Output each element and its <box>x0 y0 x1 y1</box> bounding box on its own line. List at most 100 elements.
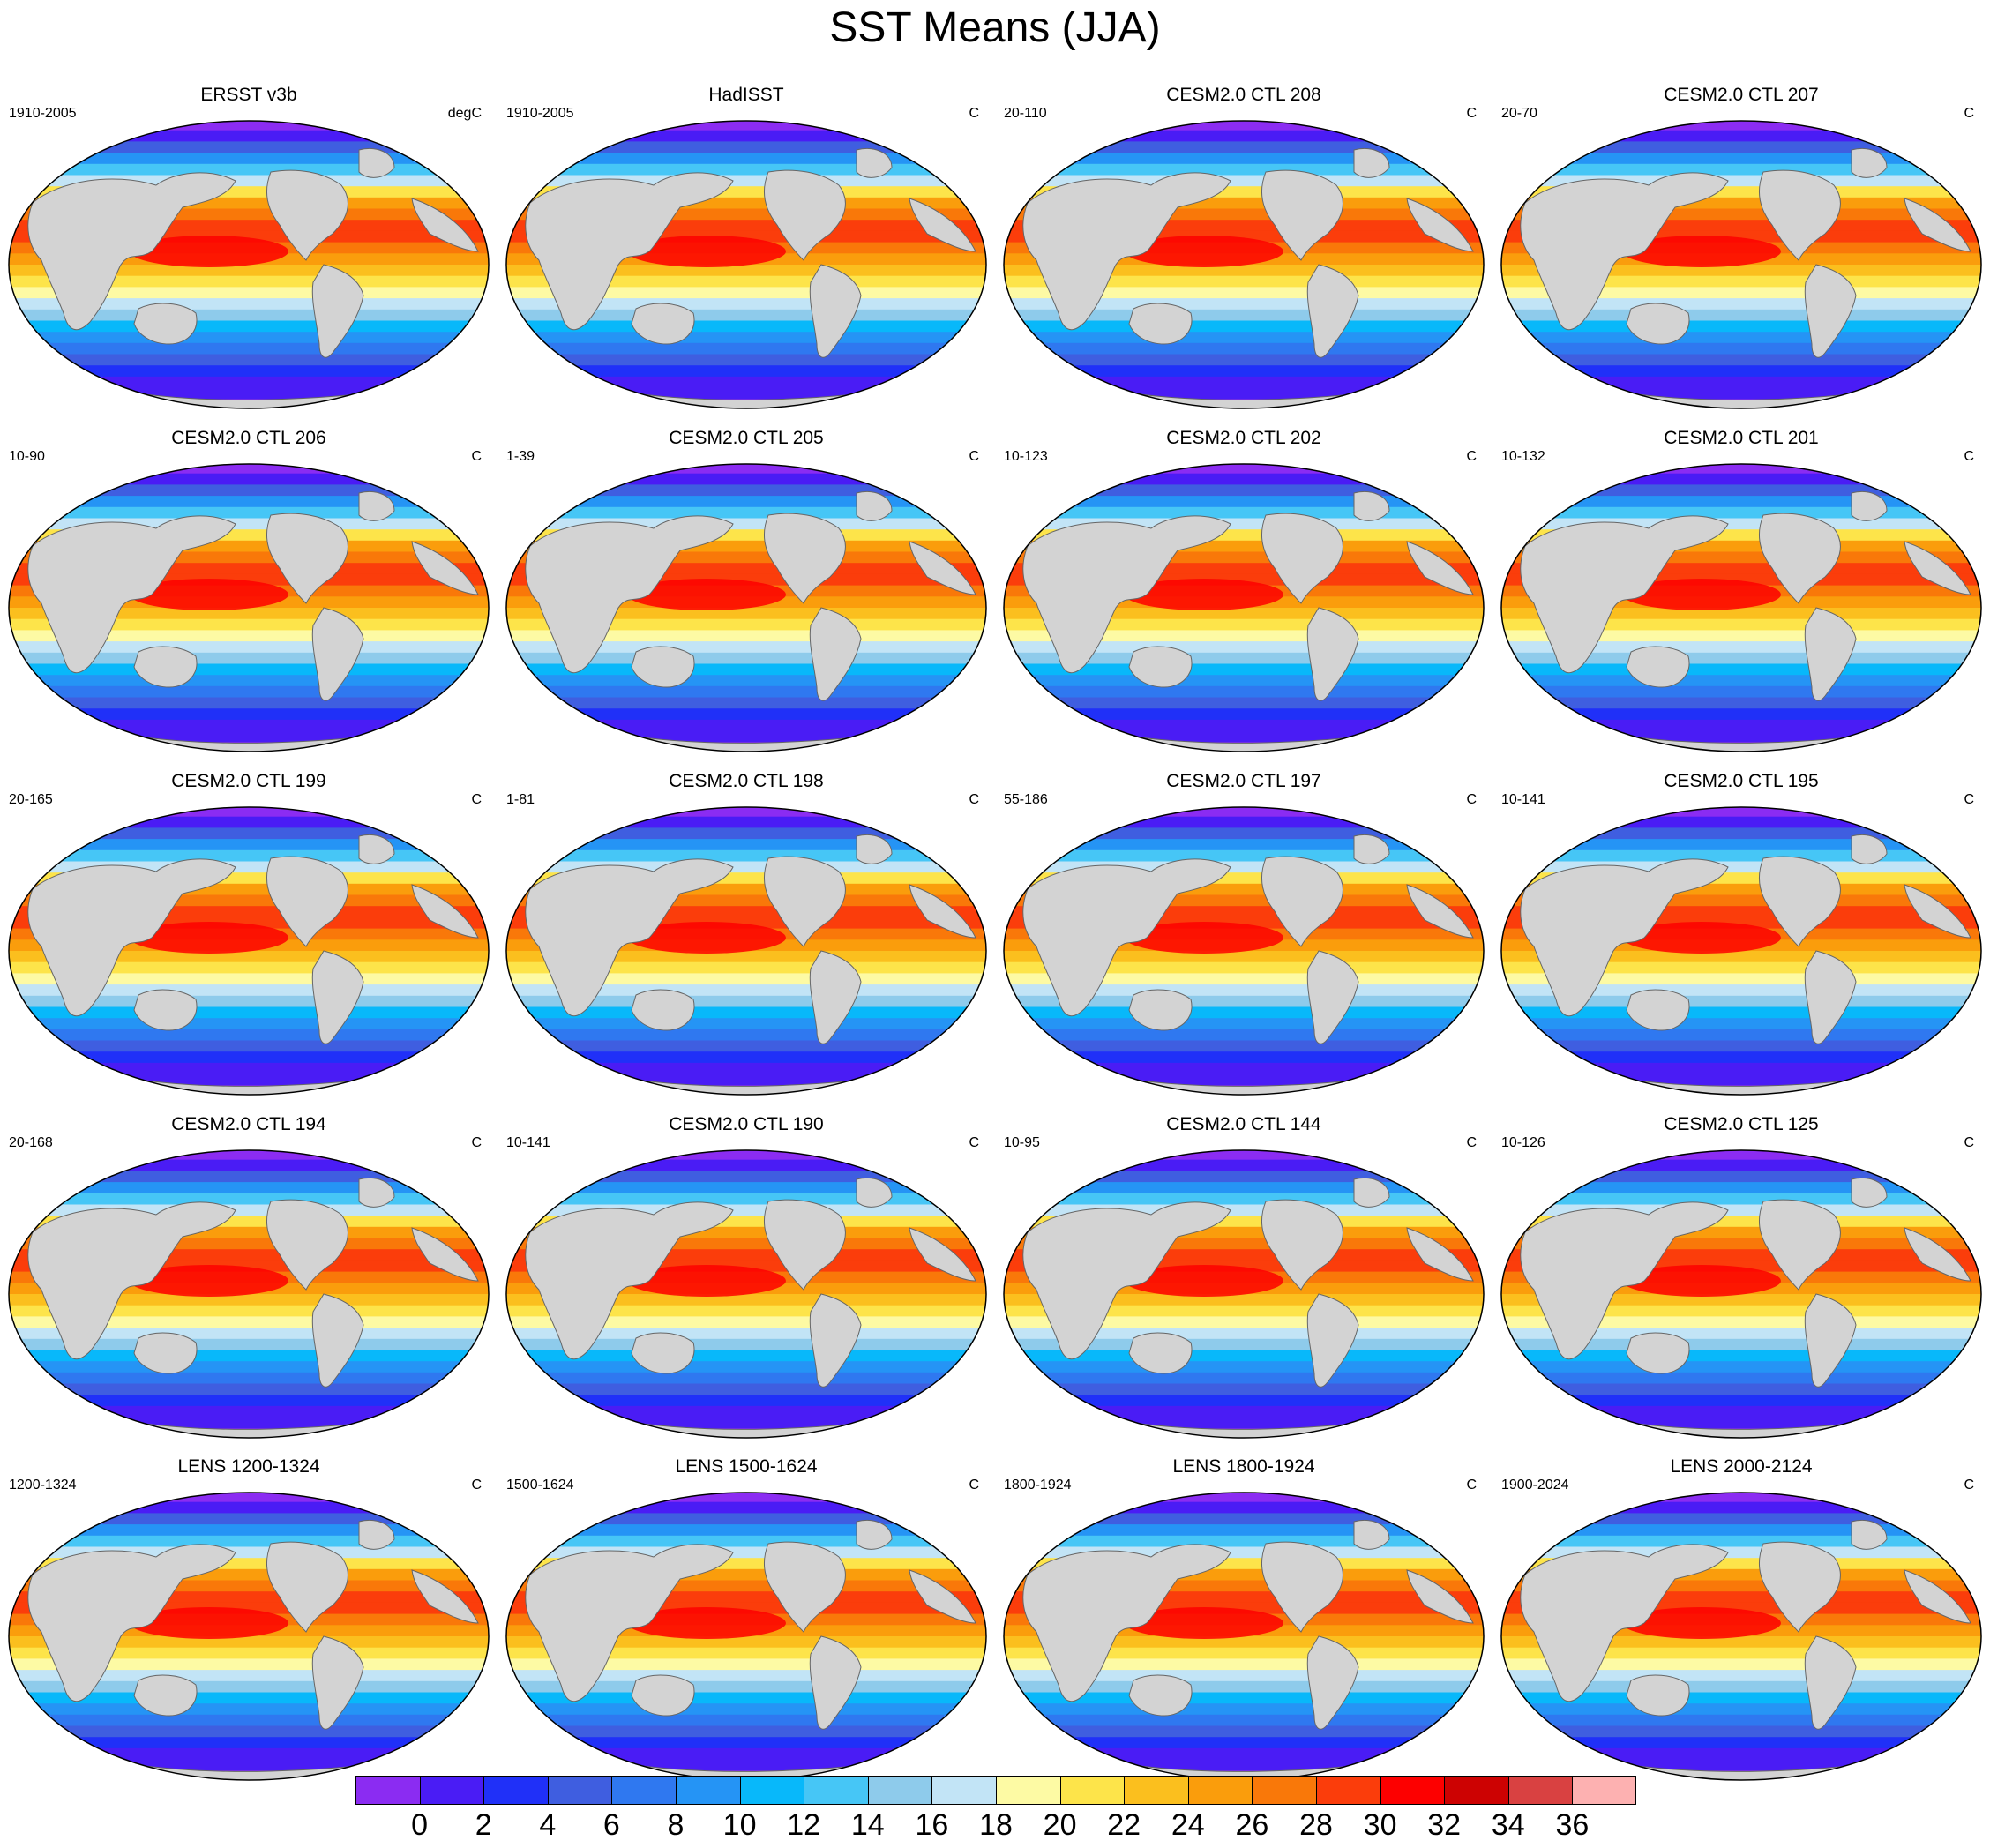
sst-band <box>1004 1493 1484 1503</box>
figure-title: SST Means (JJA) <box>829 4 1161 51</box>
sst-band <box>1004 342 1484 355</box>
warm-pool <box>130 1607 288 1639</box>
land-mass <box>1128 646 1193 688</box>
sst-band <box>1501 973 1981 986</box>
land-mass <box>27 172 236 331</box>
sst-band <box>1004 719 1484 732</box>
colorbar-tick-label: 12 <box>787 1808 821 1842</box>
land-mass <box>909 1569 976 1624</box>
map-panel: CESM2.0 CTL 201 10-132 C <box>1492 427 1990 758</box>
sst-band <box>1004 697 1484 710</box>
sst-band <box>1501 608 1981 620</box>
colorbar-tick-label: 36 <box>1555 1808 1590 1842</box>
land-mass <box>1626 646 1690 688</box>
sst-band <box>1501 464 1981 475</box>
sst-band <box>506 1747 986 1761</box>
sst-band <box>9 1006 489 1020</box>
warm-pool <box>1125 1265 1283 1297</box>
sst-band <box>1004 1338 1484 1351</box>
map-panel: CESM2.0 CTL 144 10-95 C <box>995 1113 1492 1444</box>
land-mass <box>909 198 976 252</box>
sst-band <box>506 1513 986 1526</box>
map-panel: ERSST v3b 1910-2005 degC <box>0 84 498 415</box>
sst-band <box>506 951 986 963</box>
land-mass <box>358 834 395 864</box>
panel-units: C <box>1466 106 1477 121</box>
land-mass <box>1128 1674 1193 1717</box>
sst-band <box>1501 163 1981 176</box>
land-mass <box>1520 1201 1729 1360</box>
land-mass <box>266 169 348 261</box>
warm-pool <box>1125 922 1283 954</box>
sst-band <box>9 630 489 643</box>
land-mass <box>133 1332 198 1374</box>
sst-band <box>9 464 489 475</box>
sst-band <box>1004 618 1484 632</box>
sst-band <box>506 1714 986 1727</box>
sst-band <box>1004 1725 1484 1739</box>
land-mass <box>1804 607 1857 701</box>
sst-band <box>9 641 489 654</box>
map-outline <box>1500 463 1982 752</box>
land-mass <box>1306 264 1359 358</box>
land-mass <box>1022 1544 1231 1702</box>
land-mass <box>1851 1520 1888 1550</box>
colorbar-box <box>1059 1776 1125 1805</box>
sst-band <box>9 1405 489 1418</box>
sst-band <box>9 608 489 620</box>
sst-band <box>506 1051 986 1064</box>
sst-band <box>506 163 986 176</box>
sst-band <box>506 630 986 643</box>
sst-band <box>9 387 489 400</box>
sst-band <box>9 1305 489 1318</box>
sst-band <box>1501 995 1981 1008</box>
land-mass <box>1758 1199 1841 1291</box>
sst-band <box>1501 1294 1981 1306</box>
land-mass <box>631 303 695 345</box>
sst-band <box>1501 618 1981 632</box>
sst-band <box>506 1670 986 1682</box>
warm-pool <box>1622 922 1781 954</box>
sst-band <box>506 275 986 288</box>
land-mass <box>809 1293 862 1388</box>
panel-units: C <box>1964 106 1974 121</box>
sst-band <box>1501 1703 1981 1716</box>
colorbar-box <box>419 1776 484 1805</box>
sst-band <box>506 1493 986 1503</box>
land-mass <box>311 607 364 701</box>
land-mass <box>1406 1227 1474 1282</box>
map-panel: CESM2.0 CTL 190 10-141 C <box>498 1113 995 1444</box>
sst-band <box>506 320 986 333</box>
colorbar-box <box>996 1776 1060 1805</box>
map-panel: LENS 2000-2124 1900-2024 C <box>1492 1455 1990 1786</box>
sst-band <box>1004 320 1484 333</box>
sst-band <box>1004 730 1484 744</box>
warm-pool <box>1125 236 1283 267</box>
colorbar-tick-label: 24 <box>1171 1808 1205 1842</box>
sst-band <box>506 1692 986 1705</box>
sst-band <box>1004 1361 1484 1373</box>
panel-units: C <box>1466 1478 1477 1493</box>
sst-band <box>9 816 489 829</box>
panel-period: 1800-1924 <box>1004 1478 1072 1493</box>
land-mass <box>1406 884 1474 939</box>
land-mass <box>411 884 479 939</box>
colorbar-tick-label: 14 <box>850 1808 885 1842</box>
colorbar-tick-label: 2 <box>475 1808 492 1842</box>
panel-period: 20-165 <box>9 792 53 807</box>
sst-band <box>9 1647 489 1660</box>
sst-map <box>1003 1492 1485 1781</box>
sst-band <box>1501 697 1981 710</box>
sst-band <box>506 1150 986 1161</box>
sst-band <box>9 1338 489 1351</box>
sst-band <box>1501 1361 1981 1373</box>
panel-title: LENS 1500-1624 <box>675 1456 818 1477</box>
land-mass <box>1261 856 1343 947</box>
sst-band <box>9 1159 489 1172</box>
panel-units: C <box>471 792 482 807</box>
sst-band <box>506 298 986 310</box>
colorbar-box <box>1507 1776 1573 1805</box>
sst-band <box>1501 484 1981 498</box>
sst-band <box>9 1029 489 1042</box>
sst-band <box>1501 1501 1981 1515</box>
